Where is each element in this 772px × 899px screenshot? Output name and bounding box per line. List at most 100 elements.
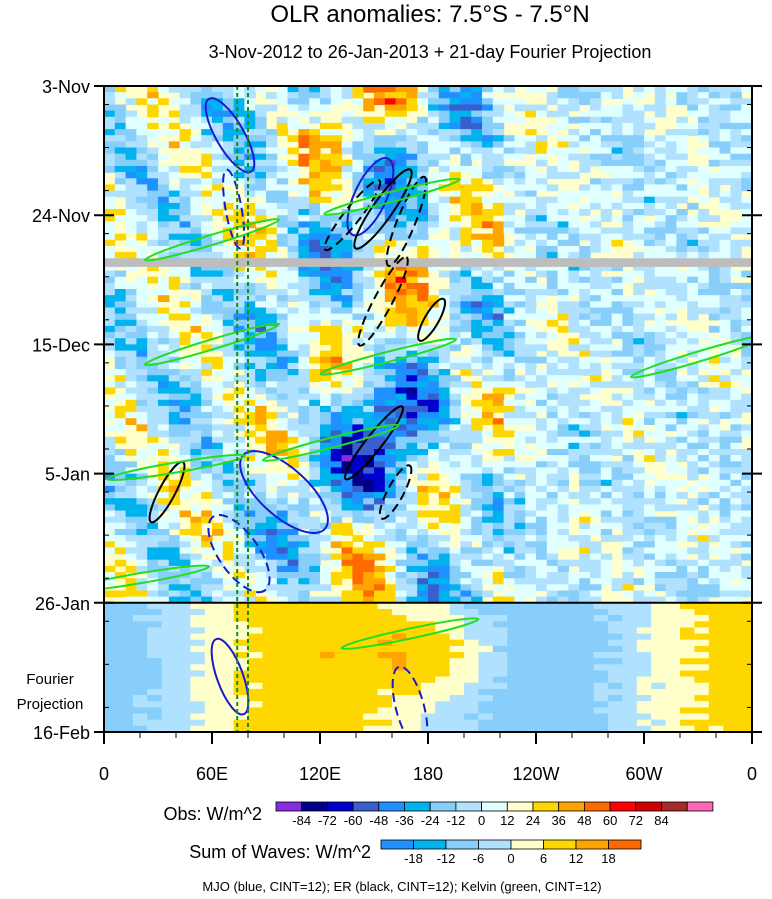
wave-sum-cell (262, 633, 278, 641)
obs-anomaly-cell (417, 492, 429, 499)
obs-anomaly-cell (611, 86, 623, 93)
obs-anomaly-cell (222, 264, 235, 272)
obs-anomaly-cell (330, 479, 343, 487)
obs-anomaly-cell (449, 412, 461, 419)
obs-anomaly-cell (298, 86, 310, 93)
obs-anomaly-cell (482, 159, 494, 167)
obs-anomaly-cell (568, 135, 580, 142)
obs-anomaly-cell (644, 565, 656, 573)
obs-anomaly-cell (449, 270, 461, 278)
obs-anomaly-cell (287, 86, 299, 93)
obs-anomaly-cell (417, 510, 429, 518)
wave-sum-cell (248, 670, 263, 678)
obs-anomaly-cell (244, 301, 256, 309)
obs-anomaly-cell (514, 246, 526, 253)
obs-anomaly-cell (114, 529, 127, 536)
obs-anomaly-cell (514, 295, 526, 302)
obs-anomaly-cell (633, 202, 645, 210)
obs-anomaly-cell (438, 356, 451, 364)
obs-anomaly-cell (514, 572, 526, 579)
obs-anomaly-cell (708, 449, 721, 456)
obs-anomaly-cell (708, 184, 721, 192)
obs-anomaly-cell (482, 98, 494, 106)
obs-anomaly-cell (309, 516, 321, 524)
obs-anomaly-cell (568, 252, 580, 259)
obs-anomaly-cell (384, 92, 397, 99)
obs-anomaly-cell (665, 178, 677, 186)
obs-anomaly-cell (147, 344, 159, 352)
obs-anomaly-cell (352, 362, 364, 370)
obs-anomaly-cell (330, 184, 343, 192)
obs-anomaly-cell (428, 104, 440, 112)
obs-anomaly-cell (633, 110, 645, 118)
obs-anomaly-cell (417, 553, 429, 561)
wave-sum-cell (291, 652, 307, 659)
obs-anomaly-cell (590, 215, 602, 222)
wave-sum-cell (233, 615, 249, 622)
obs-anomaly-cell (255, 325, 267, 333)
obs-anomaly-cell (114, 369, 127, 376)
obs-anomaly-cell (233, 147, 245, 155)
obs-anomaly-cell (644, 356, 656, 364)
wave-sum-cell (564, 670, 580, 678)
wave-sum-cell (348, 602, 364, 610)
wave-sum-cell (694, 615, 710, 622)
obs-anomaly-cell (676, 289, 688, 296)
obs-anomaly-cell (104, 184, 116, 192)
wave-sum-cell (377, 676, 393, 684)
obs-anomaly-cell (719, 381, 731, 389)
wave-sum-cell (190, 633, 206, 641)
obs-anomaly-cell (114, 215, 127, 222)
obs-anomaly-cell (482, 541, 494, 549)
obs-anomaly-cell (417, 221, 429, 229)
wave-sum-cell (262, 645, 278, 653)
obs-anomaly-cell (719, 510, 731, 518)
obs-anomaly-cell (676, 387, 688, 395)
obs-anomaly-cell (503, 221, 515, 229)
obs-anomaly-cell (503, 559, 515, 567)
obs-anomaly-cell (719, 584, 731, 592)
obs-anomaly-cell (449, 325, 461, 333)
obs-anomaly-cell (622, 172, 634, 179)
obs-anomaly-cell (395, 110, 407, 118)
obs-anomaly-cell (449, 436, 461, 444)
wave-sum-cell (507, 695, 523, 702)
obs-anomaly-cell (687, 110, 699, 118)
obs-anomaly-cell (471, 412, 483, 419)
obs-anomaly-cell (676, 178, 688, 186)
obs-anomaly-cell (546, 565, 559, 573)
wave-sum-cell (320, 645, 335, 653)
obs-anomaly-cell (298, 344, 310, 352)
wave-sum-cell (636, 670, 652, 678)
obs-anomaly-cell (309, 547, 321, 555)
wave-sum-cell (176, 645, 191, 653)
obs-anomaly-cell (276, 375, 289, 382)
wave-sum-cell (694, 609, 710, 616)
obs-anomaly-cell (665, 282, 677, 290)
obs-anomaly-cell (136, 479, 148, 487)
wave-sum-cell (176, 701, 191, 708)
wave-sum-cell (420, 652, 436, 659)
obs-anomaly-cell (536, 215, 548, 222)
obs-anomaly-cell (287, 418, 299, 425)
obs-anomaly-cell (644, 264, 656, 272)
obs-anomaly-cell (557, 467, 569, 475)
obs-anomaly-cell (536, 172, 548, 179)
wave-sum-cell (334, 664, 350, 672)
obs-anomaly-cell (536, 504, 548, 512)
wave-sum-cell (392, 602, 407, 610)
obs-anomaly-cell (622, 116, 634, 124)
obs-anomaly-cell (644, 559, 656, 567)
obs-anomaly-cell (104, 264, 116, 272)
obs-anomaly-cell (179, 449, 191, 456)
obs-anomaly-cell (341, 553, 353, 561)
obs-anomaly-cell (579, 492, 591, 499)
obs-anomaly-cell (492, 449, 505, 456)
obs-anomaly-cell (600, 485, 613, 493)
wave-sum-cell (694, 639, 710, 647)
obs-anomaly-cell (536, 227, 548, 235)
wave-sum-cell (248, 621, 263, 629)
obs-anomaly-cell (276, 547, 289, 555)
obs-anomaly-cell (341, 295, 353, 302)
obs-anomaly-cell (276, 350, 289, 358)
